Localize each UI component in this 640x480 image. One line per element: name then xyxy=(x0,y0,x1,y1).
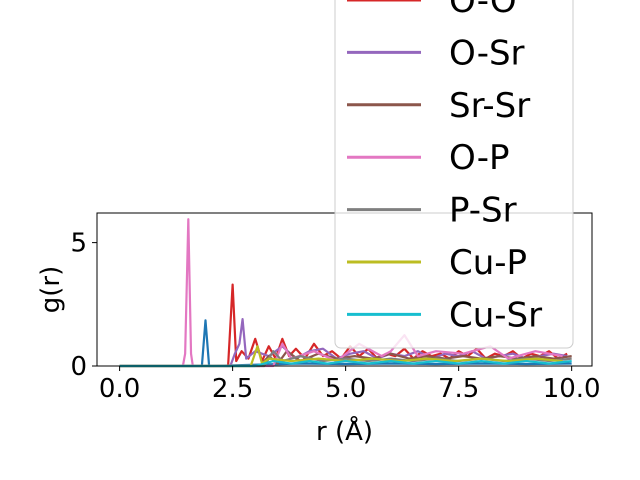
legend-label-o-sr: O-Sr xyxy=(449,33,525,73)
x-axis-label: r (Å) xyxy=(316,415,373,447)
x-tick-label: 0.0 xyxy=(99,374,140,404)
series-line-cu-p xyxy=(119,345,563,368)
legend-label-cu-p: Cu-P xyxy=(449,243,527,283)
x-tick-label: 7.5 xyxy=(438,374,479,404)
legend-label-cu-sr: Cu-Sr xyxy=(449,295,542,335)
x-tick-label: 2.5 xyxy=(212,374,253,404)
series-line-cu-sr xyxy=(119,359,572,368)
y-axis-label: g(r) xyxy=(36,266,66,313)
legend-label-sr-sr: Sr-Sr xyxy=(449,86,530,126)
y-axis-ticks: 05 xyxy=(70,229,97,382)
legend: O-O O-Sr Sr-Sr O-P P-Sr Cu-P Cu-Sr xyxy=(334,0,574,349)
series-layer xyxy=(119,218,572,368)
x-tick-label: 10.0 xyxy=(543,374,601,404)
legend-label-o-p: O-P xyxy=(449,138,509,178)
y-tick-label: 0 xyxy=(70,352,87,382)
x-tick-label: 5.0 xyxy=(325,374,366,404)
legend-label-p-sr: P-Sr xyxy=(449,191,517,231)
y-tick-label: 5 xyxy=(70,229,87,259)
x-axis-ticks: 0.0 2.5 5.0 7.5 10.0 xyxy=(99,366,601,404)
series-line-o-p xyxy=(119,218,563,368)
legend-label-o-o: O-O xyxy=(449,0,517,21)
